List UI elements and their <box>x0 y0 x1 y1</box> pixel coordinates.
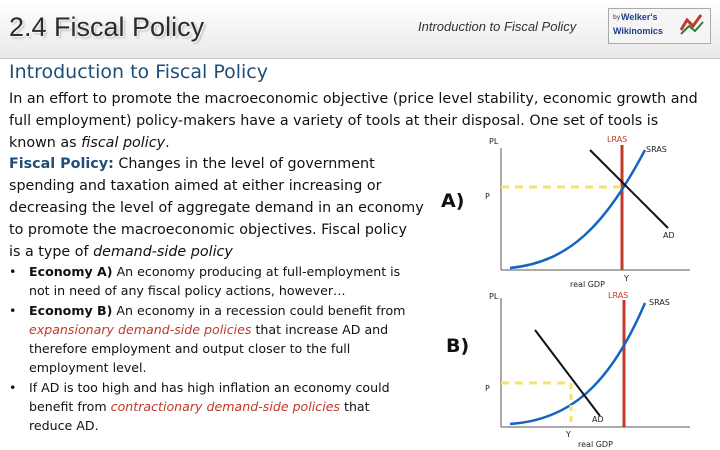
bullet-economy-a: • Economy A) An economy producing at ful… <box>9 262 429 301</box>
contractionary-policy-term: contractionary demand-side policies <box>110 399 340 415</box>
graph-b-pl-label: PL <box>489 292 499 301</box>
bullet-high-ad: • If AD is too high and has high inflati… <box>9 378 429 436</box>
bullet-b-line-3: therefore employment and output closer t… <box>29 341 351 357</box>
graph-a-x-label: real GDP <box>570 280 605 289</box>
graph-b-y1-label: Y <box>565 430 571 439</box>
graph-a: PL LRAS SRAS AD P real GDP Y <box>485 135 690 289</box>
bullet-dot: • <box>9 379 17 395</box>
bullet-c-line-2: benefit from contractionary demand-side … <box>29 397 429 416</box>
graph-b-sras-curve <box>509 302 647 426</box>
graph-b-letter: B) <box>446 335 470 357</box>
bullet-b-line-4: employment level. <box>29 360 147 376</box>
graph-a-y-label: Y <box>623 274 629 283</box>
bullet-dot: • <box>9 264 17 279</box>
graph-b-ad-label: AD <box>592 415 604 424</box>
bullet-dot: • <box>9 302 17 318</box>
expansionary-policy-term: expansionary demand-side policies <box>29 321 252 337</box>
graph-a-ad-label: AD <box>663 231 675 240</box>
fiscal-policy-term: fiscal policy <box>81 135 166 151</box>
definition-line-1: Fiscal Policy: Changes in the level of g… <box>9 153 434 175</box>
logo-mark-icon <box>679 14 704 35</box>
graph-b-ad-curve <box>534 329 601 417</box>
intro-line-2: full employment) policy-makers have a va… <box>9 113 659 129</box>
graph-a-lras-label: LRAS <box>607 135 627 144</box>
intro-line-3: known as fiscal policy. <box>9 132 714 154</box>
intro-line-3-prefix: known as <box>9 135 82 151</box>
bullet-b-text-2: that increase AD and <box>251 321 389 337</box>
definition-line-2: spending and taxation aimed at either in… <box>9 178 382 194</box>
bullet-b-line-1: Economy B) An economy in a recession cou… <box>29 301 429 320</box>
graph-b-p-label: P <box>485 384 490 393</box>
intro-line-1: In an effort to promote the macroeconomi… <box>9 91 698 107</box>
definition-line-5-prefix: is a type of <box>9 244 94 260</box>
graph-a-ad-curve <box>589 149 669 229</box>
bullet-c-text-3: that <box>340 399 370 415</box>
bullet-b-lead: Economy B) <box>29 302 113 318</box>
graph-a-pl-label: PL <box>489 137 499 146</box>
bullet-c-text-2: benefit from <box>29 399 111 415</box>
bullet-a-line-1: Economy A) An economy producing at full-… <box>29 262 429 281</box>
graph-b: PL LRAS SRAS AD P Y real GDP <box>485 291 690 449</box>
bullet-a-line-2: not in need of any fiscal policy actions… <box>29 283 346 299</box>
bullet-b-line-2: expansionary demand-side policies that i… <box>29 320 429 339</box>
slide-title: 2.4 Fiscal Policy <box>9 12 205 42</box>
bullet-c-line-1: If AD is too high and has high inflation… <box>29 379 390 395</box>
slide-header: 2.4 Fiscal Policy Introduction to Fiscal… <box>0 0 720 59</box>
graph-b-x-label: real GDP <box>578 440 613 449</box>
graph-a-sras-curve <box>509 149 647 270</box>
wikinomics-logo[interactable]: by Welker's Wikinomics <box>608 8 711 44</box>
bullet-a-lead: Economy A) <box>29 264 113 279</box>
bullet-list: • Economy A) An economy producing at ful… <box>9 262 429 436</box>
graph-b-sras-label: SRAS <box>649 298 670 307</box>
bullet-c-line-3: reduce AD. <box>29 418 99 434</box>
demand-side-term: demand-side policy <box>93 244 233 260</box>
graph-a-p-label: P <box>485 192 490 201</box>
section-label: Introduction to Fiscal Policy <box>418 19 577 34</box>
definition-term: Fiscal Policy: <box>9 156 114 172</box>
intro-line-3-suffix: . <box>165 135 170 151</box>
graph-a-sras-label: SRAS <box>646 145 667 154</box>
logo-line-2: Wikinomics <box>613 26 663 36</box>
definition-line-3: decreasing the level of aggregate demand… <box>9 200 424 216</box>
definition-line-5: is a type of demand-side policy <box>9 241 434 263</box>
graph-a-letter: A) <box>441 190 465 212</box>
logo-line-1: Welker's <box>621 12 658 22</box>
bullet-b-text-1: An economy in a recession could benefit … <box>112 302 406 318</box>
bullet-a-text-1: An economy producing at full-employment … <box>112 264 401 279</box>
subtitle: Introduction to Fiscal Policy <box>9 61 268 83</box>
definition-text-1: Changes in the level of government <box>113 156 375 172</box>
logo-by-text: by <box>613 14 621 21</box>
graph-b-lras-label: LRAS <box>608 291 628 300</box>
definition-block: Fiscal Policy: Changes in the level of g… <box>9 153 434 263</box>
definition-line-4: to promote the macroeconomic objectives.… <box>9 222 407 238</box>
bullet-economy-b: • Economy B) An economy in a recession c… <box>9 301 429 378</box>
intro-paragraph: In an effort to promote the macroeconomi… <box>9 88 714 154</box>
